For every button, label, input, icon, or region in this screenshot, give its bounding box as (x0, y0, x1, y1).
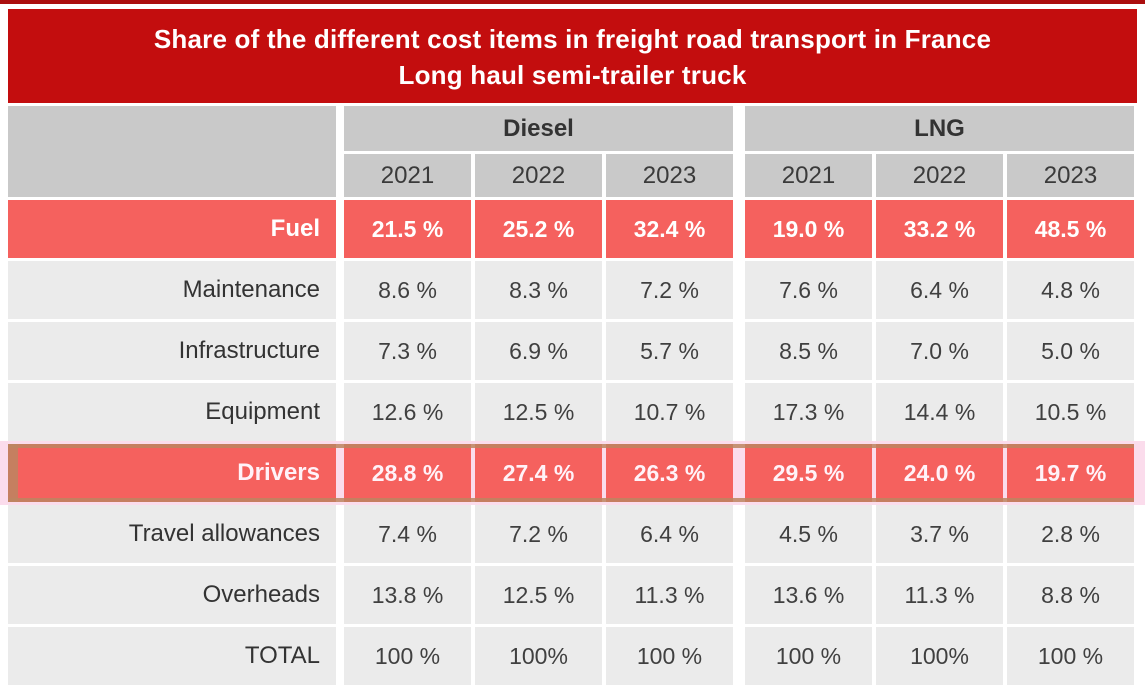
year-header-row: 2021 2022 2023 2021 2022 2023 (344, 154, 1134, 197)
year-header-lng-2021: 2021 (745, 154, 872, 197)
column-group-diesel: Diesel (344, 106, 733, 151)
row-label: Infrastructure (8, 322, 336, 380)
year-header-diesel-2023: 2023 (606, 154, 733, 197)
value-cell: 100 % (1007, 627, 1134, 685)
value-cell: 24.0 % (876, 444, 1003, 502)
value-cell: 11.3 % (876, 566, 1003, 624)
value-cell: 29.5 % (745, 444, 872, 502)
row-label: Travel allowances (8, 505, 336, 563)
value-cell: 6.4 % (876, 261, 1003, 319)
value-cell: 7.0 % (876, 322, 1003, 380)
value-cell: 5.0 % (1007, 322, 1134, 380)
value-cell: 6.9 % (475, 322, 602, 380)
value-cell: 11.3 % (606, 566, 733, 624)
table-row-infrastructure: Infrastructure 7.3 % 6.9 % 5.7 % 8.5 % 7… (0, 322, 1145, 380)
row-label: Drivers (8, 444, 336, 502)
value-cell: 100 % (745, 627, 872, 685)
drivers-row-selection-highlight: Drivers 28.8 % 27.4 % 26.3 % 29.5 % 24.0… (0, 441, 1145, 505)
value-cell: 28.8 % (344, 444, 471, 502)
value-cell: 26.3 % (606, 444, 733, 502)
value-cell: 7.6 % (745, 261, 872, 319)
table-row-total: TOTAL 100 % 100% 100 % 100 % 100% 100 % (0, 627, 1145, 685)
value-cell: 8.8 % (1007, 566, 1134, 624)
value-cell: 4.5 % (745, 505, 872, 563)
row-label: Equipment (8, 383, 336, 441)
highlight-bottom-strip (8, 498, 1134, 502)
table-row-equipment: Equipment 12.6 % 12.5 % 10.7 % 17.3 % 14… (0, 383, 1145, 441)
value-cell: 10.5 % (1007, 383, 1134, 441)
value-cell: 7.2 % (606, 261, 733, 319)
title-line-1: Share of the different cost items in fre… (153, 24, 992, 54)
value-cell: 19.7 % (1007, 444, 1134, 502)
value-cell: 25.2 % (475, 200, 602, 258)
title-line-2: Long haul semi-trailer truck (398, 60, 747, 90)
value-cell: 8.5 % (745, 322, 872, 380)
value-cell: 7.2 % (475, 505, 602, 563)
value-cell: 21.5 % (344, 200, 471, 258)
year-header-lng-2023: 2023 (1007, 154, 1134, 197)
value-cell: 7.3 % (344, 322, 471, 380)
value-cell: 12.6 % (344, 383, 471, 441)
highlight-left-strip (8, 444, 18, 502)
value-cell: 13.6 % (745, 566, 872, 624)
value-cell: 19.0 % (745, 200, 872, 258)
column-group-lng: LNG (745, 106, 1134, 151)
value-cell: 33.2 % (876, 200, 1003, 258)
value-cell: 100 % (606, 627, 733, 685)
title-banner: Share of the different cost items in fre… (8, 9, 1137, 103)
value-cell: 6.4 % (606, 505, 733, 563)
value-cell: 100% (876, 627, 1003, 685)
highlight-top-strip (8, 444, 1134, 448)
table-row-fuel: Fuel 21.5 % 25.2 % 32.4 % 19.0 % 33.2 % … (0, 200, 1145, 258)
value-cell: 14.4 % (876, 383, 1003, 441)
year-header-diesel-2021: 2021 (344, 154, 471, 197)
year-header-diesel-2022: 2022 (475, 154, 602, 197)
value-cell: 8.3 % (475, 261, 602, 319)
table-row-travel-allowances: Travel allowances 7.4 % 7.2 % 6.4 % 4.5 … (0, 505, 1145, 563)
value-cell: 13.8 % (344, 566, 471, 624)
value-cell: 8.6 % (344, 261, 471, 319)
table-row-drivers: Drivers 28.8 % 27.4 % 26.3 % 29.5 % 24.0… (0, 444, 1145, 502)
table-row-overheads: Overheads 13.8 % 12.5 % 11.3 % 13.6 % 11… (0, 566, 1145, 624)
top-border-strip (0, 0, 1145, 4)
header-corner-cell (8, 106, 336, 197)
value-cell: 17.3 % (745, 383, 872, 441)
value-cell: 12.5 % (475, 383, 602, 441)
value-cell: 100 % (344, 627, 471, 685)
value-cell: 10.7 % (606, 383, 733, 441)
table-header: Diesel LNG 2021 2022 2023 2021 2022 2023 (8, 106, 1137, 197)
value-cell: 12.5 % (475, 566, 602, 624)
value-cell: 2.8 % (1007, 505, 1134, 563)
row-label: Fuel (8, 200, 336, 258)
value-cell: 48.5 % (1007, 200, 1134, 258)
value-cell: 3.7 % (876, 505, 1003, 563)
year-header-lng-2022: 2022 (876, 154, 1003, 197)
value-cell: 32.4 % (606, 200, 733, 258)
row-label: TOTAL (8, 627, 336, 685)
fuel-type-header-row: Diesel LNG (344, 106, 1134, 151)
value-cell: 7.4 % (344, 505, 471, 563)
table-row-maintenance: Maintenance 8.6 % 8.3 % 7.2 % 7.6 % 6.4 … (0, 261, 1145, 319)
row-label: Maintenance (8, 261, 336, 319)
value-cell: 100% (475, 627, 602, 685)
value-cell: 27.4 % (475, 444, 602, 502)
value-cell: 5.7 % (606, 322, 733, 380)
row-label: Overheads (8, 566, 336, 624)
value-cell: 4.8 % (1007, 261, 1134, 319)
